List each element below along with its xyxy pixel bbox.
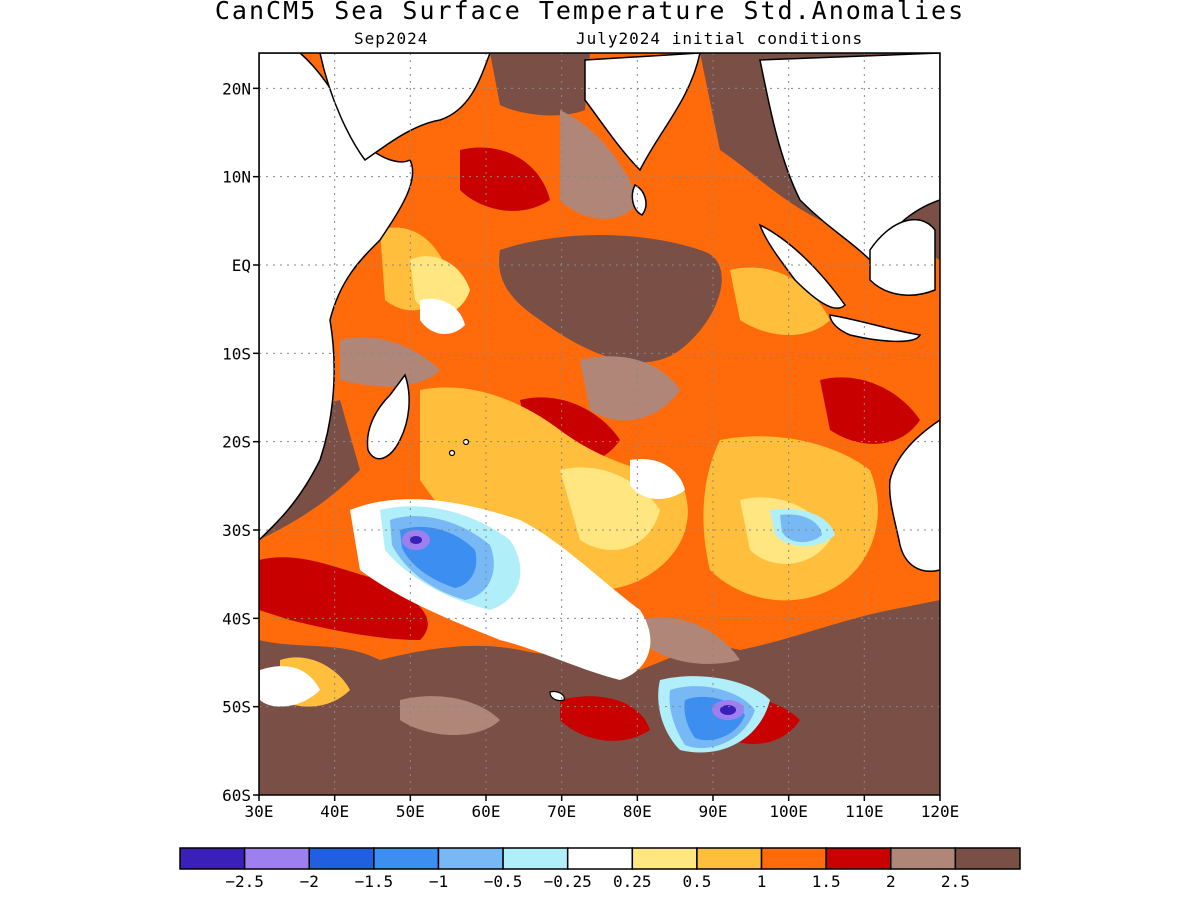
colorbar-swatch [502, 847, 569, 870]
landmass-madagascar [366, 373, 410, 460]
map-gridlines [259, 53, 940, 795]
anomaly-2-regions [340, 110, 740, 735]
lon-tick-label: 50E [396, 802, 425, 821]
lon-tick-label: 70E [547, 802, 576, 821]
colorbar-swatch [760, 847, 827, 870]
landmass-sumatra [758, 223, 846, 309]
landmass-kerguelen [549, 690, 565, 702]
anomaly-minus-2p5-regions [410, 536, 736, 715]
lon-tick-label: 90E [699, 802, 728, 821]
landmass-southeast-asia [759, 53, 940, 262]
lon-tick-label: 100E [769, 802, 808, 821]
colorbar-swatch [954, 847, 1021, 870]
landmass-india [584, 53, 701, 172]
colorbar-swatch [308, 847, 375, 870]
colorbar-swatch [243, 847, 310, 870]
colorbar-swatch [179, 847, 246, 870]
chart-title: CanCM5 Sea Surface Temperature Std.Anoma… [214, 0, 966, 25]
colorbar-swatch [631, 847, 698, 870]
colorbar-label: 0.25 [613, 872, 652, 891]
lon-tick-label: 80E [623, 802, 652, 821]
lon-tick-label: 110E [845, 802, 884, 821]
colorbar-label: 0.5 [682, 872, 711, 891]
colorbar-swatch [437, 847, 504, 870]
lon-tick-label: 30E [245, 802, 274, 821]
colorbar-label: −1.5 [355, 872, 394, 891]
colorbar-label: −2.5 [225, 872, 264, 891]
colorbar-swatch [825, 847, 892, 870]
lat-tick-label: 50S [222, 698, 251, 717]
colorbar-label: −1 [429, 872, 448, 891]
landmass-borneo [869, 219, 936, 296]
landmass-australia [888, 419, 940, 572]
lon-tick-label: 60E [472, 802, 501, 821]
lat-tick-label: EQ [232, 256, 251, 275]
latitude-axis: 20N 10N EQ 10S 20S 30S 40S 50S 60S [222, 79, 259, 805]
initial-conditions-label: July2024 initial conditions [576, 29, 864, 48]
colorbar-label: 1 [757, 872, 767, 891]
lat-tick-label: 30S [222, 521, 251, 540]
colorbar-swatch [890, 847, 957, 870]
lon-tick-label: 40E [320, 802, 349, 821]
colorbar-label: 1.5 [812, 872, 841, 891]
lon-tick-label: 120E [921, 802, 960, 821]
colorbar-label: −0.5 [484, 872, 523, 891]
colorbar-label: −2 [300, 872, 319, 891]
longitude-axis: 30E 40E 50E 60E 70E 80E 90E 100E 110E 120E [245, 795, 960, 821]
colorbar-swatch [373, 847, 440, 870]
forecast-month: Sep2024 [354, 29, 429, 48]
landmass-java [829, 314, 922, 343]
lat-tick-label: 60S [222, 786, 251, 805]
colorbar-label: −0.25 [544, 872, 592, 891]
lat-tick-label: 20N [222, 79, 251, 98]
colorbar-label: 2 [886, 872, 896, 891]
colorbar-swatch [696, 847, 763, 870]
map-frame [258, 52, 941, 796]
landmass-arabia [319, 53, 491, 162]
lat-tick-label: 40S [222, 609, 251, 628]
colorbar-swatch [566, 847, 634, 870]
landmass-sri-lanka [631, 183, 647, 216]
colorbar-legend: −2.5 −2 −1.5 −1 −0.5 −0.25 0.25 0.5 1 1.5 2 2.5 [179, 847, 1021, 891]
lat-tick-label: 10N [222, 168, 251, 187]
colorbar-label: 2.5 [941, 872, 970, 891]
lat-tick-label: 10S [222, 344, 251, 363]
map-plot-area [259, 53, 940, 795]
lat-tick-label: 20S [222, 433, 251, 452]
